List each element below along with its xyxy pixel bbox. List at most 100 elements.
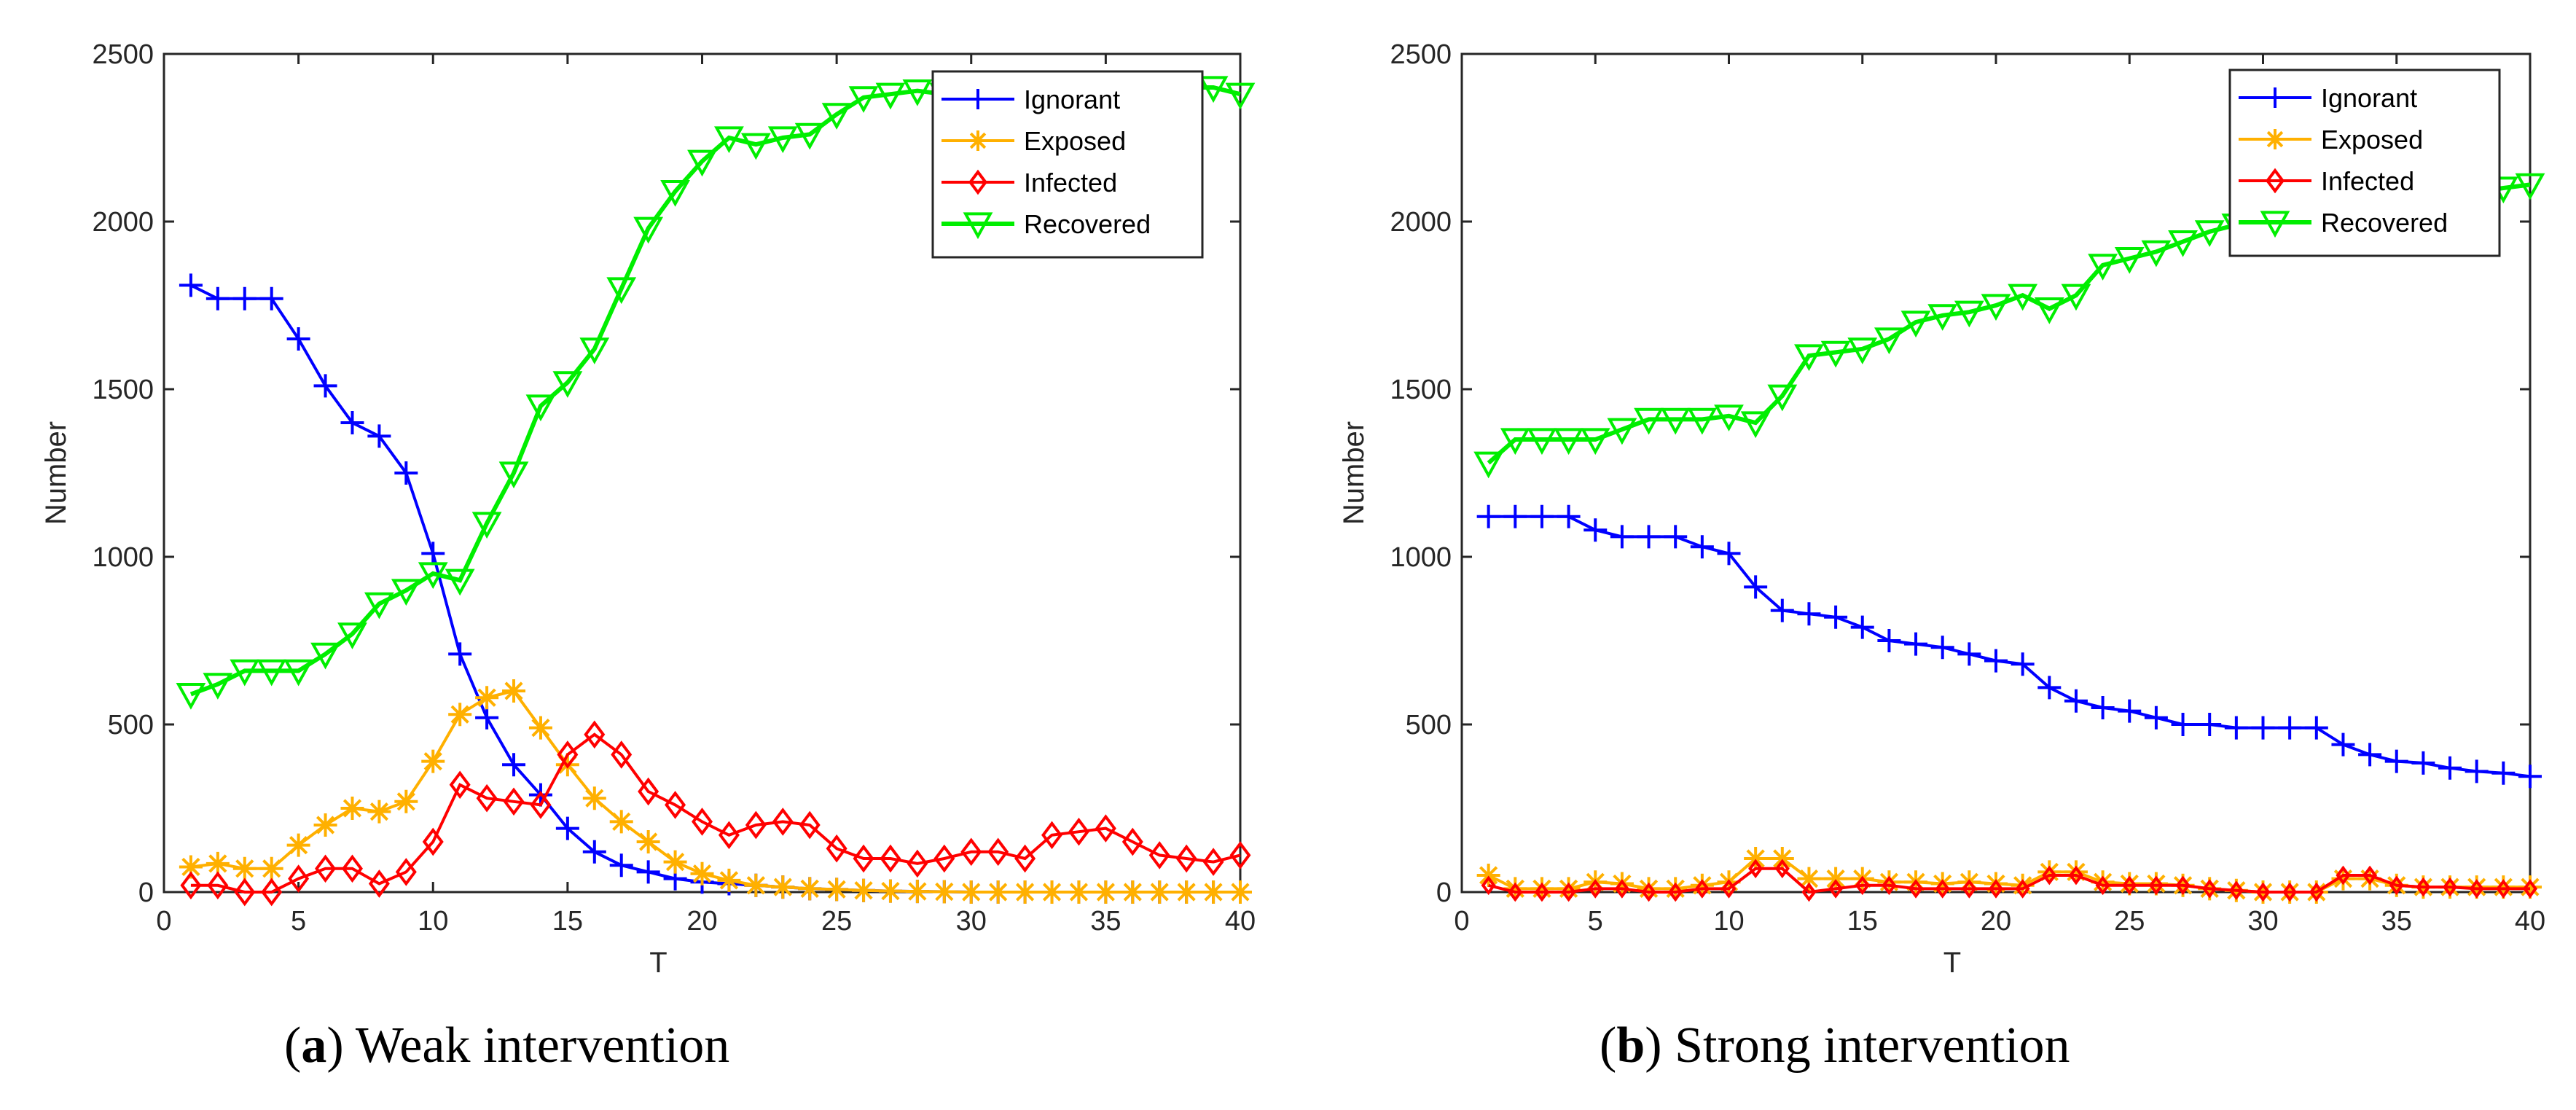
y-tick-label: 2500: [1390, 39, 1452, 70]
data-point-infected: [2255, 882, 2271, 902]
data-point-recovered: [1500, 428, 1530, 456]
legend-marker-infected-icon: [2266, 168, 2285, 194]
legend-marker-recovered-icon: [2260, 211, 2290, 238]
legend-label: Infected: [1024, 168, 1117, 198]
data-point-infected: [1508, 882, 1523, 902]
data-point-infected: [692, 808, 713, 836]
data-point-infected: [2282, 882, 2298, 902]
data-point-infected: [2042, 865, 2057, 886]
y-tick-label: 1500: [1390, 375, 1452, 405]
x-tick-label: 0: [156, 906, 171, 937]
data-point-infected: [1694, 879, 1710, 899]
series-line-exposed: [1487, 857, 2530, 894]
data-point-ignorant: [2411, 751, 2435, 775]
data-point-recovered: [2141, 240, 2172, 267]
data-point-recovered: [1847, 337, 1878, 364]
data-point-exposed: [1013, 880, 1037, 904]
data-point-infected: [2336, 865, 2351, 886]
y-axis-label: Number: [40, 421, 72, 525]
x-tick-label: 0: [1454, 906, 1469, 937]
data-point-exposed: [932, 880, 956, 904]
data-point-recovered: [337, 622, 367, 649]
data-point-ignorant: [2304, 716, 2328, 740]
data-point-infected: [1202, 848, 1224, 876]
data-point-infected: [2309, 882, 2324, 902]
x-tick-label: 20: [686, 906, 717, 937]
data-point-exposed: [1797, 867, 1821, 891]
data-point-infected: [261, 878, 283, 907]
data-point-infected: [180, 871, 202, 900]
data-point-exposed: [798, 877, 822, 901]
data-point-recovered: [2061, 284, 2091, 311]
legend-label: Ignorant: [1024, 85, 1120, 114]
data-point-ignorant: [502, 753, 526, 777]
y-tick-label: 0: [138, 878, 154, 908]
data-point-infected: [2175, 875, 2191, 896]
data-point-infected: [718, 821, 740, 850]
data-point-exposed: [771, 875, 795, 899]
data-point-exposed: [475, 686, 499, 710]
data-point-ignorant: [448, 642, 472, 666]
data-point-infected: [1014, 844, 1036, 873]
data-point-ignorant: [179, 273, 203, 297]
data-point-recovered: [660, 180, 690, 207]
data-point-ignorant: [2331, 732, 2355, 757]
data-point-exposed: [905, 880, 929, 904]
data-point-infected: [1748, 859, 1763, 879]
data-point-recovered: [1714, 404, 1744, 431]
data-point-exposed: [1067, 880, 1091, 904]
data-point-exposed: [1476, 864, 1500, 887]
data-point-ignorant: [1824, 605, 1848, 629]
data-point-infected: [2523, 879, 2537, 899]
data-point-ignorant: [1690, 535, 1714, 559]
data-point-infected: [1668, 882, 1683, 902]
data-point-infected: [315, 854, 337, 883]
data-point-infected: [288, 864, 310, 893]
data-point-infected: [2122, 875, 2137, 896]
data-point-recovered: [902, 79, 933, 106]
data-point-ignorant: [2465, 759, 2489, 783]
data-point-ignorant: [2224, 716, 2248, 740]
chart-b: 0 5 10 15 20 25 30 35 40 0 500 1000 1500 2000 2500 T Num…: [1338, 39, 2545, 979]
data-point-exposed: [2144, 872, 2168, 896]
data-point-exposed: [205, 851, 230, 875]
data-point-recovered: [1527, 428, 1557, 456]
data-point-infected: [1989, 879, 2003, 899]
data-point-recovered: [2034, 297, 2064, 324]
data-point-infected: [2095, 875, 2110, 896]
x-tick-label: 25: [2114, 906, 2145, 937]
data-point-recovered: [1198, 76, 1229, 103]
legend-marker-exposed-icon: [2265, 129, 2285, 149]
data-point-infected: [2443, 877, 2458, 897]
data-point-ignorant: [636, 860, 660, 884]
data-point-exposed: [1770, 847, 1794, 870]
legend-marker-exposed-icon: [968, 130, 988, 151]
data-point-ignorant: [2171, 713, 2195, 736]
caption-letter: b: [1616, 1017, 1645, 1074]
data-point-exposed: [179, 855, 203, 879]
data-point-infected: [853, 844, 874, 873]
y-tick-label: 500: [1406, 710, 1452, 740]
data-point-infected: [1068, 817, 1089, 846]
data-point-ignorant: [1904, 632, 1928, 656]
data-point-infected: [907, 849, 928, 878]
data-point-infected: [1882, 875, 1897, 896]
data-point-recovered: [606, 277, 637, 305]
x-tick-label: 15: [1847, 906, 1878, 937]
data-point-ignorant: [1797, 602, 1821, 626]
legend: Ignorant Exposed Infected Recovered: [2228, 69, 2501, 257]
data-point-exposed: [1040, 880, 1064, 904]
y-tick-label: 2500: [92, 39, 154, 70]
x-tick-label: 5: [291, 906, 306, 937]
data-point-ignorant: [2438, 756, 2462, 780]
x-tick-label: 10: [1713, 906, 1744, 937]
data-point-recovered: [714, 126, 744, 154]
data-point-infected: [1041, 821, 1063, 850]
data-point-recovered: [1900, 310, 1931, 338]
data-point-ignorant: [286, 327, 310, 351]
y-axis-label: Number: [1338, 421, 1370, 525]
data-point-infected: [1721, 879, 1737, 899]
data-point-ignorant: [2144, 706, 2168, 730]
data-point-exposed: [852, 878, 876, 902]
